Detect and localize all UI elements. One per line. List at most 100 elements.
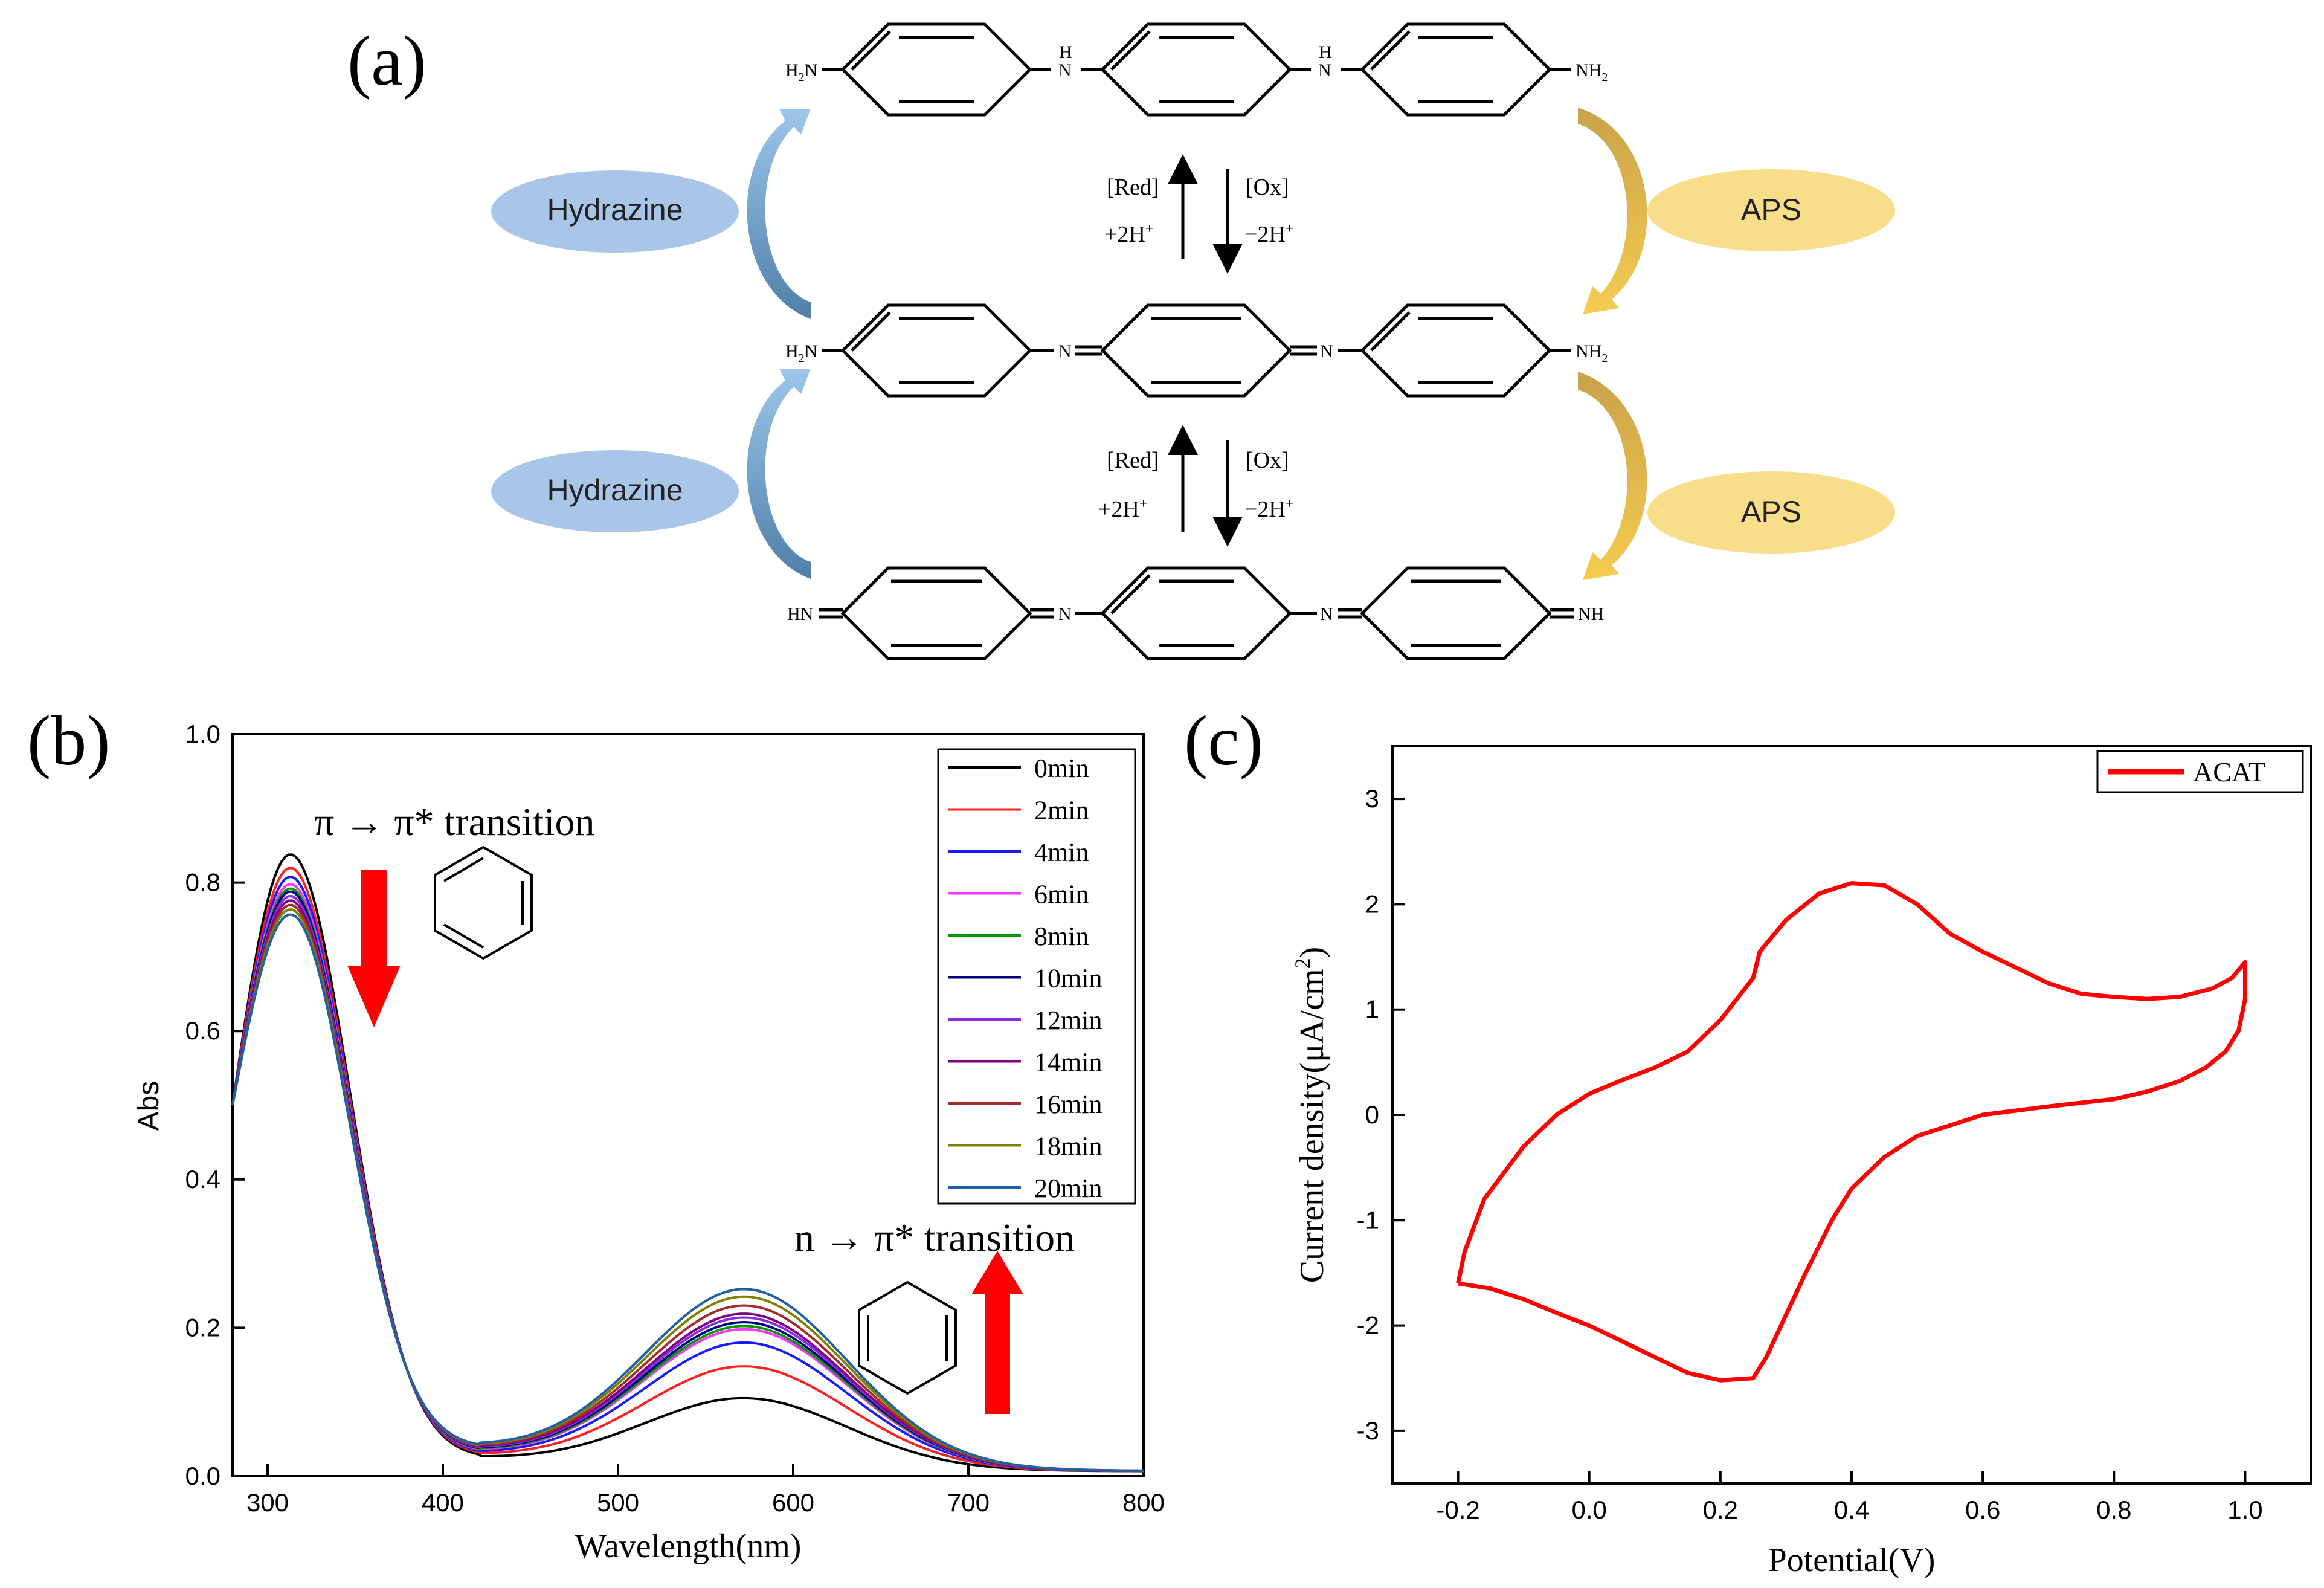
b-ytick-label: 0.8: [185, 868, 220, 897]
c-xtick-label: 0.2: [1703, 1496, 1738, 1524]
structure-row-3: [819, 566, 1574, 660]
svg-text:N: N: [1058, 604, 1072, 624]
structure-row-1: [822, 22, 1571, 117]
n-transition-label: n → π* transition: [794, 1216, 1075, 1260]
structure-row-1-labels: H2N N H N H NH2: [785, 42, 1608, 84]
minus-h-bottom: −2H+: [1244, 496, 1293, 522]
chart-c-xlabel: Potential(V): [1768, 1541, 1936, 1579]
b-legend-label: 6min: [1034, 880, 1089, 909]
down-arrow-head: [347, 966, 401, 1027]
redox-arrows-top: [1168, 154, 1243, 274]
curved-arrow-blue-top: [747, 109, 811, 319]
structure-row-3-labels: HN N N NH: [787, 604, 1604, 624]
svg-text:NH: NH: [1578, 604, 1604, 624]
svg-text:N: N: [1318, 60, 1331, 80]
quinoid-icon-bottom: [858, 1280, 957, 1395]
b-legend-label: 18min: [1034, 1132, 1102, 1161]
ox-label-bottom: [Ox]: [1246, 448, 1289, 473]
c-xtick-label: 1.0: [2227, 1496, 2262, 1524]
c-xtick-label: 0.0: [1572, 1496, 1607, 1524]
c-ytick-label: 1: [1365, 995, 1379, 1024]
svg-text:H2N: H2N: [785, 341, 817, 365]
svg-text:N: N: [1058, 60, 1072, 80]
b-legend-label: 0min: [1034, 754, 1089, 783]
svg-text:H: H: [1319, 42, 1332, 62]
down-arrow-shaft: [361, 870, 387, 967]
hydrazine-ellipse-bottom: [491, 450, 739, 532]
b-legend-label: 16min: [1034, 1089, 1102, 1119]
aps-ellipse-bottom: [1647, 471, 1895, 554]
minus-h-top: −2H+: [1244, 221, 1293, 247]
b-legend-label: 20min: [1034, 1173, 1102, 1203]
chart-b-ticks: 300 400 500 600 700 800 0.0 0.2 0.4 0.6 0.8 1.0: [185, 720, 1165, 1517]
b-ytick-label: 1.0: [185, 720, 220, 748]
pi-transition-label: π → π* transition: [314, 800, 594, 844]
aps-label-top: APS: [1741, 193, 1801, 227]
chart-c-lines: [1456, 881, 2247, 1383]
c-ytick-label: -2: [1357, 1311, 1379, 1340]
ox-label-top: [Ox]: [1246, 175, 1289, 200]
c-ytick-label: -1: [1357, 1206, 1379, 1234]
b-xtick-label: 400: [422, 1488, 464, 1517]
chart-b-xlabel: Wavelength(nm): [575, 1528, 802, 1565]
panel-c-label: (c): [1184, 701, 1263, 780]
c-ytick-label: 2: [1365, 889, 1379, 918]
c-xtick-label: 0.6: [1965, 1496, 2000, 1524]
curved-arrow-gold-top: [1578, 108, 1647, 314]
b-xtick-label: 800: [1122, 1488, 1165, 1517]
chart-c-frame: [1391, 745, 2312, 1485]
panel-b: (b) 300 400 500 600 700 800 0.0 0.2 0.4 0.6 0.8 1.0…: [27, 701, 1165, 1565]
curved-arrow-gold-bottom: [1578, 372, 1647, 580]
chart-c-ylabel: Current density(μA/cm2): [1290, 947, 1331, 1283]
b-xtick-label: 700: [947, 1488, 990, 1517]
c-xtick-label: 0.4: [1834, 1496, 1869, 1524]
chart-c-legend-label: ACAT: [2193, 757, 2265, 787]
c-xtick-label: -0.2: [1436, 1496, 1479, 1524]
plus-h-bottom: +2H+: [1098, 496, 1147, 522]
b-ytick-label: 0.6: [185, 1016, 220, 1045]
chart-b-lines: [231, 853, 1144, 1473]
chart-b-legend-items: 0min 2min 4min 6min 8min 10min 12min 14min 16min…: [948, 754, 1102, 1203]
chart-b-ylabel: Abs: [133, 1081, 165, 1131]
b-legend-label: 4min: [1034, 838, 1089, 867]
plus-h-top: +2H+: [1104, 221, 1153, 247]
svg-text:N: N: [1320, 604, 1333, 624]
benzene-icon-top: [434, 845, 533, 960]
panel-a: (a) H2N N H N H N: [347, 21, 1895, 660]
red-label-bottom: [Red]: [1107, 448, 1159, 473]
b-legend-label: 8min: [1034, 921, 1089, 951]
b-legend-label: 12min: [1034, 1005, 1102, 1035]
b-xtick-label: 500: [597, 1488, 639, 1517]
svg-text:H2N: H2N: [785, 60, 817, 84]
b-ytick-label: 0.0: [185, 1462, 220, 1490]
curved-arrow-blue-bottom: [747, 369, 811, 579]
c-xtick-label: 0.8: [2096, 1496, 2131, 1524]
redox-labels: [Red] +2H+ [Ox] −2H+ [Red] +2H+ [Ox] −2H…: [1098, 175, 1293, 522]
b-ytick-label: 0.4: [185, 1165, 220, 1193]
panel-b-label: (b): [27, 701, 111, 780]
redox-arrows-bottom: [1168, 425, 1243, 547]
chart-c-ticks: -0.2 0.0 0.2 0.4 0.6 0.8 1.0 -3 -2 -1 0 1 2 3: [1357, 784, 2263, 1524]
b-xtick-label: 300: [246, 1488, 289, 1517]
panel-a-label: (a): [347, 21, 426, 100]
up-arrow-shaft: [985, 1293, 1010, 1414]
svg-text:H: H: [1059, 42, 1072, 62]
c-series-line: [1456, 881, 2247, 1383]
c-ytick-label: 0: [1365, 1100, 1379, 1129]
b-series-line: [231, 913, 1144, 1472]
svg-text:HN: HN: [787, 604, 813, 624]
svg-text:NH2: NH2: [1576, 60, 1608, 84]
aps-label-bottom: APS: [1741, 495, 1801, 529]
svg-text:N: N: [1058, 341, 1072, 361]
hydrazine-ellipse-top: [491, 170, 739, 253]
curved-arrows: [747, 108, 1647, 580]
structure-row-2-labels: H2N N N NH2: [785, 341, 1608, 365]
c-ytick-label: 3: [1365, 784, 1379, 813]
b-xtick-label: 600: [772, 1488, 814, 1517]
b-legend-label: 2min: [1034, 796, 1089, 825]
svg-text:N: N: [1320, 341, 1333, 361]
b-legend-label: 10min: [1034, 964, 1102, 993]
hydrazine-label-bottom: Hydrazine: [547, 473, 683, 507]
structure-row-2: [822, 303, 1571, 398]
